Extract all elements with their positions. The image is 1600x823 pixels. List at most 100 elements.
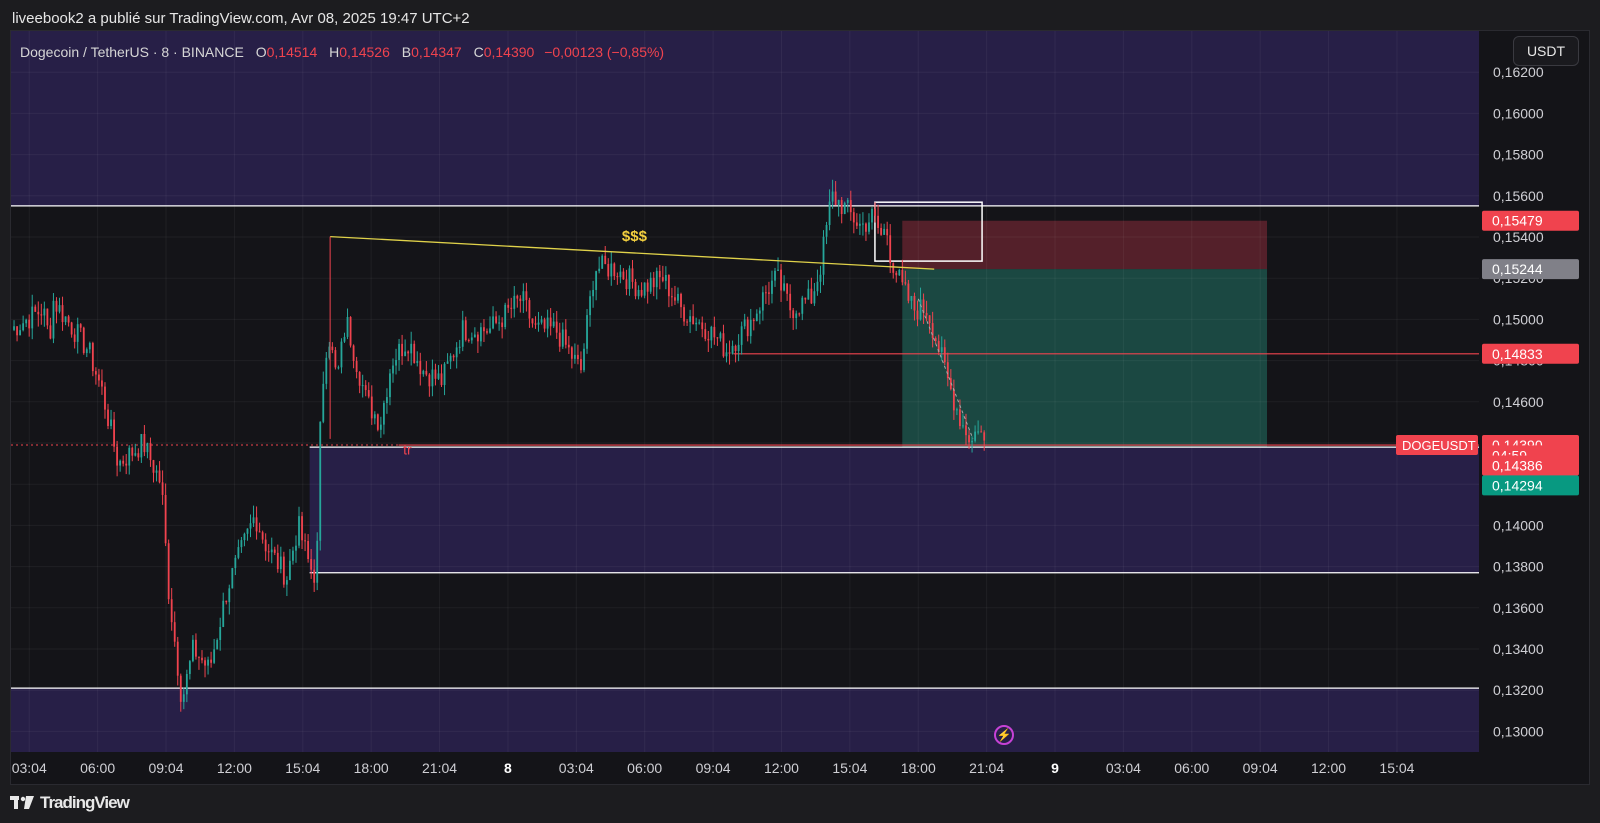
price-badge — [1482, 343, 1579, 364]
candle-body — [919, 299, 922, 320]
candle-body — [728, 352, 731, 354]
currency-button[interactable]: USDT — [1513, 36, 1579, 66]
candle-body — [176, 641, 179, 676]
candle-body — [304, 540, 306, 542]
candle-body — [683, 307, 685, 322]
candle-body — [734, 345, 737, 351]
candle-body — [395, 360, 397, 366]
candle-body — [661, 277, 664, 281]
candle-body — [140, 433, 143, 458]
candle-body — [352, 345, 355, 361]
candle-body — [649, 277, 652, 292]
candle-body — [519, 298, 522, 302]
candle-body — [322, 383, 325, 422]
candle-body — [795, 313, 798, 319]
candle-body — [40, 314, 43, 316]
candle-body — [825, 225, 828, 237]
candle-body — [301, 516, 303, 541]
candle-body — [613, 263, 616, 277]
candle-body — [865, 223, 867, 232]
candle-body — [965, 425, 967, 436]
candle-body — [94, 371, 97, 375]
candle-body — [495, 316, 497, 323]
candle-body — [716, 337, 719, 339]
candle-body — [149, 443, 152, 461]
candle-body — [601, 255, 604, 269]
y-tick-label: 0,13200 — [1493, 682, 1544, 698]
candle-body — [631, 268, 634, 282]
candle-body — [473, 334, 476, 338]
close-value: 0,14390 — [483, 44, 535, 60]
candle-body — [422, 370, 425, 375]
candle-body — [701, 322, 704, 330]
y-tick-label: 0,15800 — [1493, 147, 1544, 163]
candle-body — [431, 369, 434, 387]
candle-body — [119, 460, 122, 466]
candle-body — [913, 296, 916, 311]
candle-body — [79, 324, 82, 328]
candle-body — [152, 460, 155, 473]
candle-body — [764, 292, 767, 294]
candle-body — [73, 334, 76, 342]
candle-body — [273, 549, 276, 553]
candle-body — [379, 424, 382, 430]
entry-box — [874, 201, 983, 262]
candle-body — [116, 446, 119, 466]
candle-body — [67, 316, 70, 323]
candle-body — [310, 558, 313, 570]
candle-body — [880, 227, 883, 235]
candle-body — [674, 297, 676, 301]
candle-body — [531, 318, 534, 324]
candle-body — [258, 531, 261, 533]
candle-body — [549, 317, 552, 327]
candle-body — [910, 296, 913, 301]
footer-brand[interactable]: TradingView — [40, 793, 130, 812]
candle-body — [577, 354, 579, 360]
lightning-icon[interactable]: ⚡ — [994, 725, 1014, 745]
candle-body — [625, 279, 628, 290]
footer: TradingView — [10, 790, 130, 816]
y-tick-label: 0,14600 — [1493, 394, 1544, 410]
candle-body — [610, 263, 613, 277]
candle-body — [267, 551, 270, 553]
price-badge-label: 0,15479 — [1492, 213, 1543, 229]
candle-body — [264, 539, 267, 552]
candle-body — [201, 657, 203, 661]
x-tick-label: 03:04 — [12, 760, 47, 776]
candle-body — [55, 300, 58, 312]
candle-body — [279, 556, 282, 570]
candle-body — [552, 321, 555, 327]
candle-body — [510, 307, 513, 309]
candle-body — [810, 288, 813, 304]
symbol-name[interactable]: Dogecoin / TetherUS · 8 · BINANCE — [20, 44, 244, 60]
candle-body — [862, 223, 864, 225]
candle-body — [364, 385, 367, 391]
candle-body — [407, 351, 410, 354]
candle-body — [907, 283, 910, 301]
candle-body — [91, 343, 94, 372]
candle-body — [640, 289, 643, 296]
candle-body — [501, 322, 504, 328]
y-tick-label: 0,15400 — [1493, 229, 1544, 245]
candle-body — [319, 421, 322, 541]
candle-body — [555, 321, 558, 333]
candle-body — [22, 323, 25, 331]
price-badge-label: 0,14386 — [1492, 457, 1543, 473]
candle-body — [170, 599, 173, 623]
candle-body — [974, 431, 977, 441]
x-tick-label: 18:00 — [901, 760, 936, 776]
candle-body — [88, 343, 91, 350]
candle-body — [537, 322, 540, 325]
candle-body — [191, 639, 194, 662]
candle-body — [768, 292, 770, 294]
target-zone — [902, 269, 1268, 448]
candle-body — [680, 293, 682, 308]
candle-body — [125, 463, 128, 466]
x-tick-label: 12:00 — [217, 760, 252, 776]
candle-body — [25, 319, 28, 324]
candle-body — [652, 277, 655, 288]
x-tick-label: 06:00 — [627, 760, 662, 776]
candle-body — [240, 540, 243, 548]
candle-body — [101, 380, 103, 387]
